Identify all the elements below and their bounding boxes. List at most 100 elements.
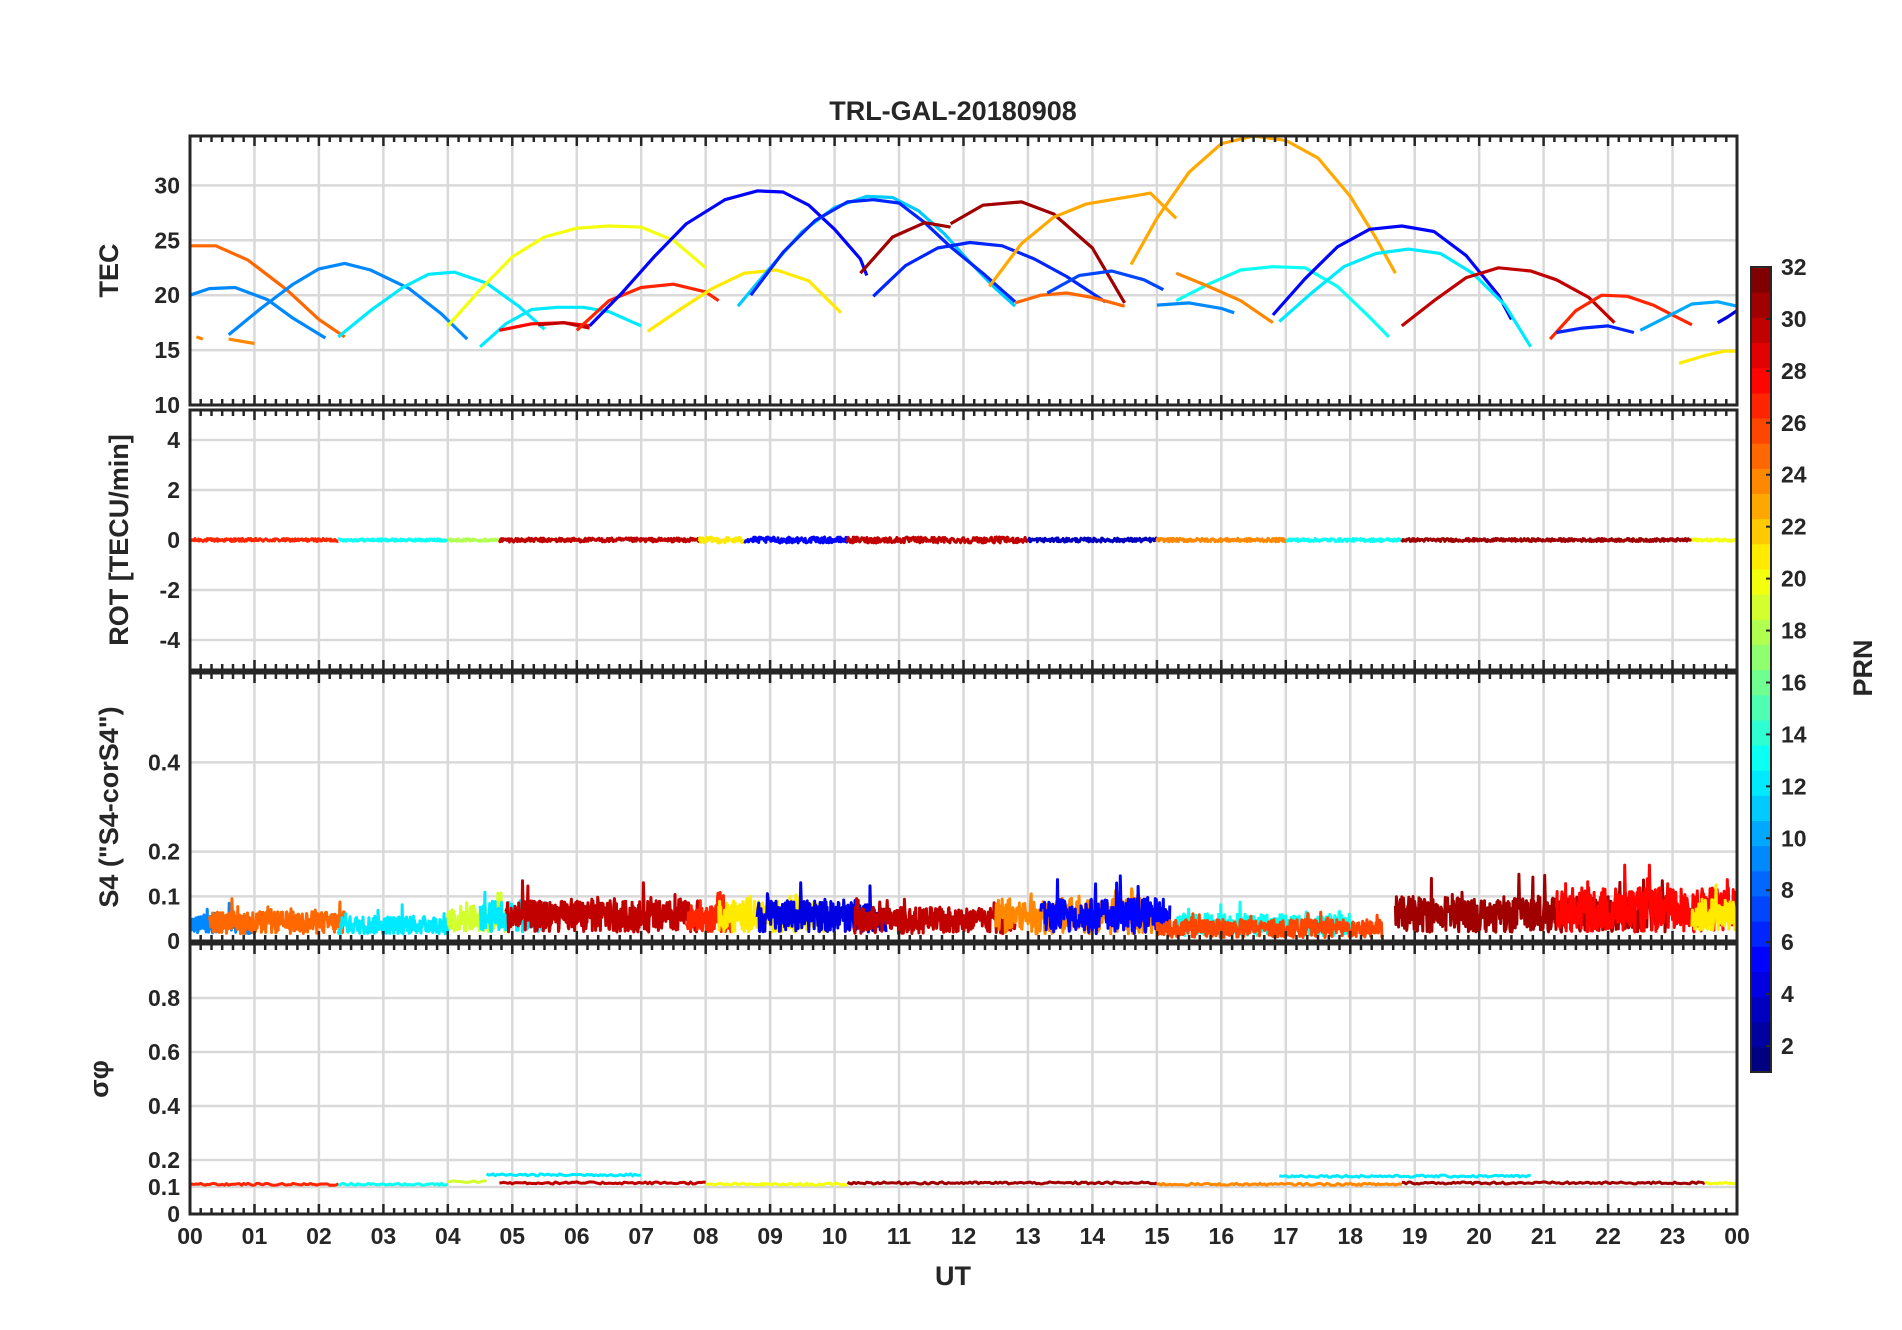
series-prn-5 xyxy=(1039,874,1172,936)
x-tick-label: 23 xyxy=(1660,1223,1686,1249)
x-tick-label: 05 xyxy=(499,1223,525,1249)
colorbar-segment xyxy=(1751,468,1771,495)
series-prn-23 xyxy=(988,191,1178,288)
colorbar-segment xyxy=(1751,644,1771,671)
series-prn-24 xyxy=(195,335,204,341)
colorbar-tick-label: 6 xyxy=(1781,929,1794,955)
colorbar-segment xyxy=(1751,292,1771,318)
series-prn-24 xyxy=(228,337,255,346)
series-prn-30 xyxy=(504,879,701,934)
x-tick-label: 02 xyxy=(306,1223,332,1249)
series-prn-21 xyxy=(1678,349,1737,365)
x-tick-label: 14 xyxy=(1080,1223,1106,1249)
series-prn-30 xyxy=(1400,266,1616,328)
series-prn-20 xyxy=(1691,537,1739,543)
colorbar-tick-label: 26 xyxy=(1781,410,1807,436)
x-tick-label: 04 xyxy=(435,1223,461,1249)
series-group-rot xyxy=(188,535,1739,545)
x-minor-ticks-sigma_phi xyxy=(188,944,1739,1214)
series-prn-25 xyxy=(1014,291,1126,308)
series-prn-27 xyxy=(188,537,339,543)
series-prn-31 xyxy=(1401,1180,1706,1186)
series-prn-6 xyxy=(1556,324,1635,335)
y-axis-title-tec: TEC xyxy=(94,244,124,298)
series-prn-5 xyxy=(588,189,869,328)
series-prn-12 xyxy=(1278,247,1533,348)
panel-rot: -4 -2 0 2 4 ROT [TECU/min] xyxy=(104,408,1739,672)
series-prn-12 xyxy=(336,903,450,936)
series-prn-31 xyxy=(1393,872,1674,934)
x-tick-label: 09 xyxy=(757,1223,783,1249)
series-prn-12 xyxy=(337,270,546,339)
colorbar-segment xyxy=(1751,568,1771,595)
series-prn-30 xyxy=(498,536,701,544)
series-prn-26 xyxy=(1155,910,1384,939)
x-tick-label: 19 xyxy=(1402,1223,1428,1249)
colorbar-segment xyxy=(1751,971,1771,998)
colorbar-tick-label: 32 xyxy=(1781,254,1807,280)
series-prn-23 xyxy=(1129,134,1397,274)
series-prn-18 xyxy=(446,537,501,543)
series-prn-27 xyxy=(189,1181,340,1187)
y-axis-title-s4: S4 ("S4-corS4") xyxy=(94,706,124,907)
y-tick-label: -2 xyxy=(160,577,180,603)
y-axis-title-sigma_phi: σφ xyxy=(84,1060,114,1098)
colorbar-segment xyxy=(1751,594,1771,620)
series-prn-30 xyxy=(499,1180,706,1186)
y-tick-label: 0 xyxy=(167,928,180,954)
colorbar-segment xyxy=(1751,443,1771,469)
colorbar-segment xyxy=(1751,543,1771,570)
colorbar-segment xyxy=(1751,694,1771,721)
series-prn-13 xyxy=(1285,537,1404,543)
colorbar-segment xyxy=(1751,996,1771,1023)
y-tick-label: 0.8 xyxy=(148,985,180,1011)
colorbar-tick-label: 20 xyxy=(1781,566,1807,592)
series-group-sigma_phi xyxy=(189,1172,1738,1187)
x-tick-label: 11 xyxy=(887,1223,912,1249)
y-tick-label: 4 xyxy=(167,427,180,453)
series-prn-25 xyxy=(190,244,346,339)
y-tick-label: 0.1 xyxy=(148,1174,180,1200)
y-tick-label: 0.4 xyxy=(148,1093,180,1119)
y-tick-label: 0.4 xyxy=(148,749,180,775)
series-prn-9 xyxy=(189,285,327,340)
series-prn-21 xyxy=(646,268,843,333)
y-tick-label: 20 xyxy=(154,282,180,308)
x-minor-ticks-s4 xyxy=(188,673,1739,941)
y-tick-label: 0.1 xyxy=(148,883,180,909)
x-axis-title: UT xyxy=(935,1261,971,1291)
y-tick-label: 25 xyxy=(154,227,180,253)
colorbar-tick-label: 28 xyxy=(1781,358,1807,384)
x-tick-label: 06 xyxy=(564,1223,590,1249)
series-prn-31 xyxy=(846,1180,1158,1186)
colorbar-tick-label: 8 xyxy=(1781,877,1794,903)
y-tick-label: 0.2 xyxy=(148,839,180,865)
series-prn-5 xyxy=(743,535,849,545)
x-tick-label: 01 xyxy=(242,1223,268,1249)
colorbar-segment xyxy=(1751,518,1771,545)
series-prn-6 xyxy=(749,198,1017,303)
colorbar-segment xyxy=(1751,342,1771,369)
colorbar-segment xyxy=(1751,669,1771,696)
colorbar-segment xyxy=(1751,895,1771,922)
series-prn-6 xyxy=(872,240,1107,304)
colorbar-tick-label: 4 xyxy=(1781,981,1794,1007)
series-prn-13 xyxy=(1175,265,1391,339)
series-prn-7 xyxy=(1046,269,1165,295)
series-prn-30 xyxy=(852,897,1017,936)
x-minor-ticks-rot xyxy=(188,410,1739,670)
y-tick-label: 0 xyxy=(167,527,180,553)
colorbar-segment xyxy=(1751,921,1771,947)
y-tick-label: 30 xyxy=(154,172,180,198)
x-tick-label: 20 xyxy=(1466,1223,1492,1249)
series-prn-24 xyxy=(1175,271,1274,325)
colorbar-segment xyxy=(1751,1021,1771,1048)
series-prn-30 xyxy=(846,535,1030,545)
colorbar-tick-label: 14 xyxy=(1781,721,1807,747)
x-tick-label: 08 xyxy=(693,1223,719,1249)
series-prn-20 xyxy=(705,1181,848,1187)
colorbar-tick-label: 24 xyxy=(1781,462,1807,488)
x-tick-label: 16 xyxy=(1209,1223,1235,1249)
x-tick-label: 13 xyxy=(1015,1223,1041,1249)
series-prn-24 xyxy=(1155,536,1288,544)
